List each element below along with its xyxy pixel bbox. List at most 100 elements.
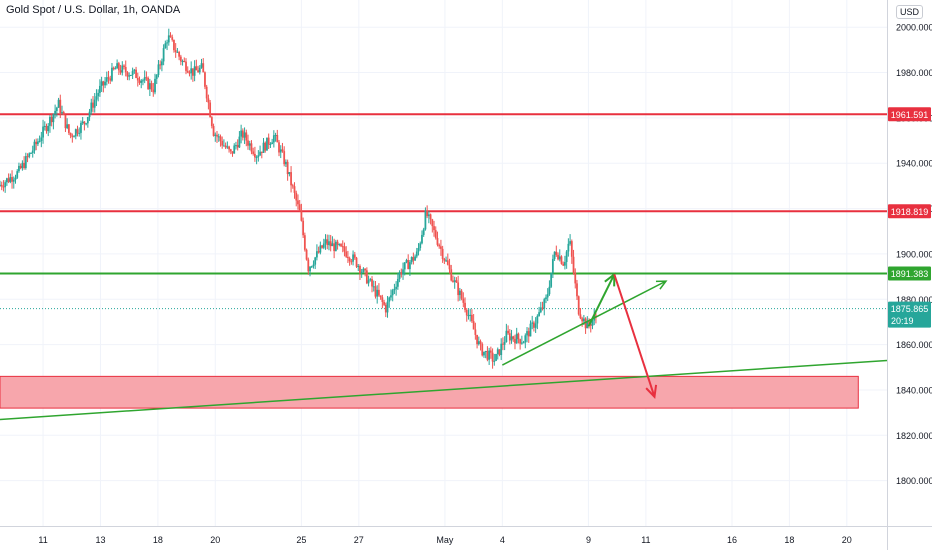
candle-body [16, 171, 18, 178]
candle-body [468, 315, 470, 316]
candle-body [559, 256, 561, 259]
resistance-price-label: 1961.591 [891, 110, 929, 120]
candle-body [361, 272, 363, 273]
candle-body [399, 272, 401, 279]
bar-countdown-label: 20:19 [891, 316, 914, 326]
candle-body [226, 146, 228, 147]
candle-body [387, 302, 389, 313]
time-tick-label: 9 [586, 535, 591, 545]
candle-body [1, 185, 3, 187]
candle-body [104, 82, 106, 86]
candle-body [218, 136, 220, 137]
candle-body [466, 310, 468, 316]
candle-body [180, 57, 182, 62]
candle-body [149, 83, 151, 89]
candle-body [194, 66, 196, 75]
candle-body [249, 143, 251, 145]
candle-body [37, 142, 39, 145]
candle-body [311, 266, 313, 267]
candle-body [518, 334, 520, 339]
candle-body [145, 77, 147, 78]
horizontal-levels [0, 114, 887, 308]
candle-body [535, 324, 537, 328]
candle-body [304, 235, 306, 250]
candle-body [519, 339, 521, 344]
candle-body [252, 151, 254, 153]
candle-body [380, 295, 382, 297]
candle-body [133, 70, 135, 71]
candle-body [567, 244, 569, 252]
candle-body [306, 250, 308, 260]
candle-body [223, 146, 225, 147]
candle-body [78, 133, 80, 134]
candle-body [325, 239, 327, 243]
candle-body [356, 258, 358, 267]
candle-body [318, 251, 320, 252]
candle-body [213, 126, 215, 136]
candle-body [21, 163, 23, 168]
candle-body [92, 103, 94, 108]
candle-body [257, 155, 259, 157]
candle-body [268, 138, 270, 145]
demand-zone-rect [0, 376, 858, 408]
candle-body [230, 149, 232, 151]
candle-body [476, 335, 478, 344]
candle-body [316, 251, 318, 257]
candle-body [28, 153, 30, 156]
candle-body [65, 115, 67, 128]
candle-body [163, 48, 165, 61]
candle-body [538, 312, 540, 316]
candle-body [338, 244, 340, 245]
green-arrow-up [588, 274, 614, 326]
time-tick-label: 20 [210, 535, 220, 545]
candle-body [504, 342, 506, 345]
candle-body [335, 242, 337, 251]
candle-body [111, 68, 113, 81]
candle-body [397, 279, 399, 287]
rising-trendline [502, 281, 666, 365]
candle-body [395, 287, 397, 289]
candle-body [125, 67, 127, 72]
candle-body [406, 260, 408, 262]
candle-body [20, 166, 22, 168]
candle-body [352, 254, 354, 261]
candle-body [578, 296, 580, 314]
candle-body [254, 154, 256, 157]
candle-body [58, 100, 60, 108]
candle-body [459, 291, 461, 295]
candle-body [175, 50, 177, 52]
candle-body [512, 336, 514, 339]
candle-body [450, 269, 452, 280]
candle-body [208, 98, 210, 102]
candle-body [421, 235, 423, 243]
candle-body [11, 177, 13, 182]
candle-body [199, 68, 201, 73]
candle-body [82, 122, 84, 123]
candle-body [52, 114, 54, 122]
candle-body [178, 52, 180, 57]
candle-body [347, 257, 349, 258]
candle-body [185, 62, 187, 71]
candle-body [94, 100, 96, 108]
candle-body [292, 185, 294, 186]
candle-body [264, 143, 266, 151]
candle-body [507, 331, 509, 333]
candle-body [85, 123, 87, 124]
candle-body [116, 63, 118, 68]
candle-body [177, 52, 179, 53]
candle-body [113, 68, 115, 69]
candle-body [573, 257, 575, 273]
candle-body [75, 129, 77, 136]
currency-button[interactable]: USD [896, 5, 923, 19]
candle-body [195, 66, 197, 70]
candle-body [521, 343, 523, 344]
candle-body [481, 344, 483, 355]
candle-body [216, 135, 218, 137]
candle-body [9, 177, 11, 182]
candle-body [342, 246, 344, 247]
candle-body [121, 66, 123, 73]
candle-body [288, 172, 290, 174]
